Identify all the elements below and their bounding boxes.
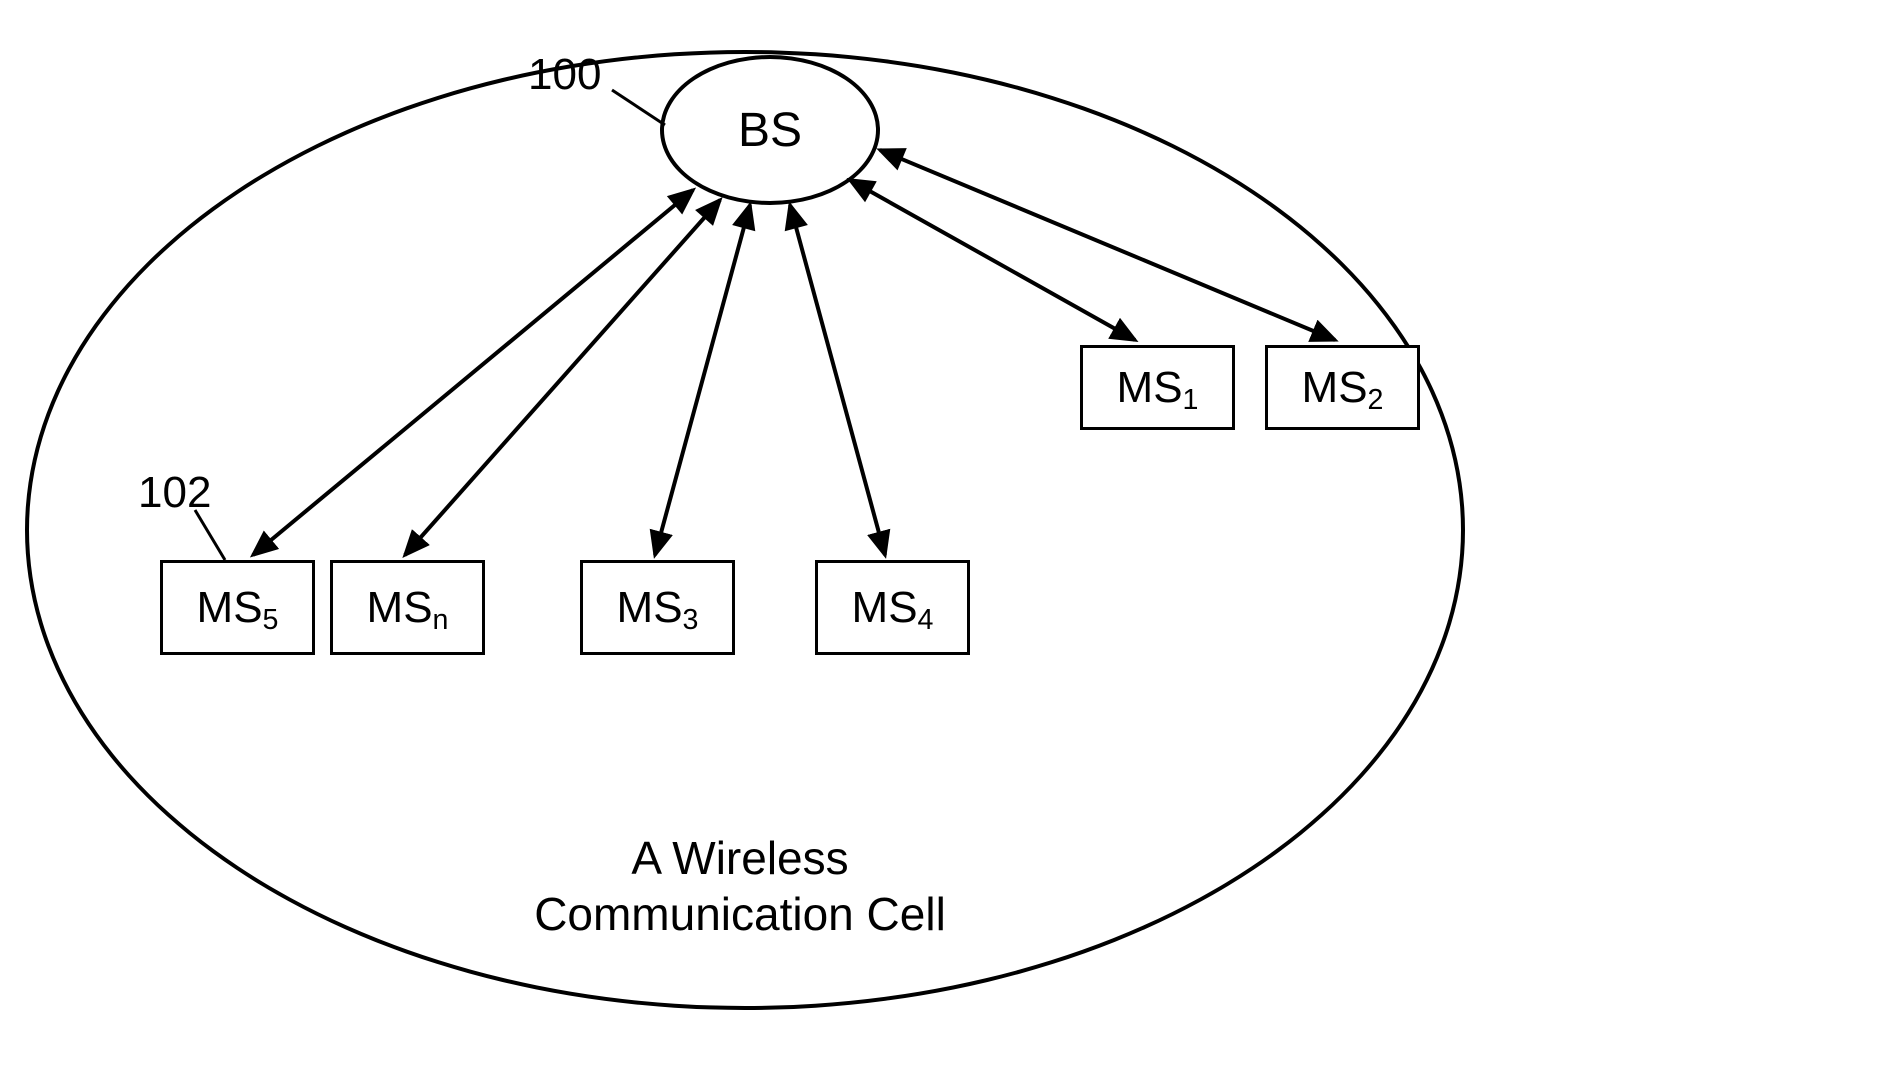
base-station-label: BS <box>738 103 802 158</box>
reference-label-100: 100 <box>528 50 601 100</box>
base-station-node: BS <box>660 55 880 205</box>
mobile-station-ms4: MS4 <box>815 560 970 655</box>
caption-line-2: Communication Cell <box>490 886 990 942</box>
mobile-station-ms1: MS1 <box>1080 345 1235 430</box>
mobile-station-label: MS1 <box>1117 363 1199 413</box>
mobile-station-ms2: MS2 <box>1265 345 1420 430</box>
caption-line-1: A Wireless <box>490 830 990 886</box>
mobile-station-label: MS4 <box>852 583 934 633</box>
mobile-station-label: MS2 <box>1302 363 1384 413</box>
mobile-station-msn: MSn <box>330 560 485 655</box>
wireless-cell-diagram: BS 100 102 MS5 MSn MS3 MS4 MS1 MS2 A Wireless… <box>0 0 1885 1066</box>
mobile-station-label: MS3 <box>617 583 699 633</box>
mobile-station-ms3: MS3 <box>580 560 735 655</box>
reference-label-102: 102 <box>138 468 211 518</box>
mobile-station-ms5: MS5 <box>160 560 315 655</box>
mobile-station-label: MS5 <box>197 583 279 633</box>
mobile-station-label: MSn <box>367 583 449 633</box>
diagram-caption: A Wireless Communication Cell <box>490 830 990 942</box>
